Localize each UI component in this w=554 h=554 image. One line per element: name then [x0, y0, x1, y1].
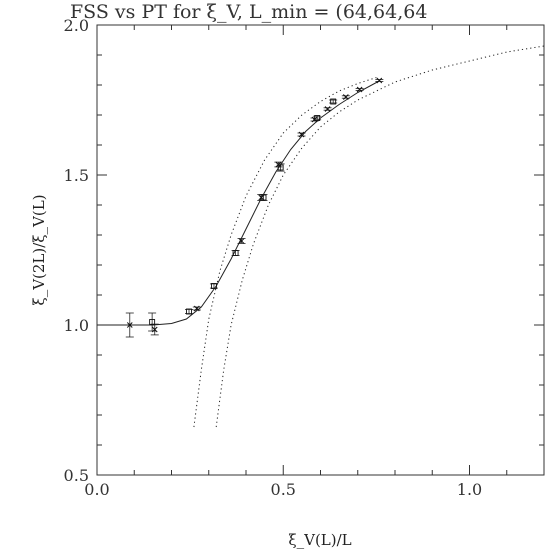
point-square-marker [259, 194, 268, 201]
point-square-marker [185, 308, 194, 315]
x-tick-label: 1.0 [457, 480, 482, 499]
point-square-marker [231, 250, 240, 256]
chart-title: FSS vs PT for ξ_V, L_min = (64,64,64 [70, 1, 427, 23]
point-square-marker [209, 283, 218, 289]
point-x-marker [341, 94, 350, 100]
point-x-marker [237, 238, 246, 244]
point-square-marker [276, 163, 285, 172]
point-x-marker [297, 131, 306, 138]
point-x-marker [125, 312, 134, 338]
curve-solid [97, 80, 381, 326]
x-tick-label: 0.0 [84, 480, 109, 499]
axis-ticks: 0.0 0.5 1.00.51.01.52.0 [64, 16, 545, 499]
point-x-marker [375, 77, 384, 84]
curves [97, 45, 544, 428]
x-tick-label: 0.5 [271, 480, 296, 499]
point-x-marker [323, 106, 332, 112]
curve-dotted [215, 45, 544, 428]
point-square-marker [313, 115, 322, 121]
y-tick-label: 1.0 [64, 316, 89, 335]
point-x-marker [274, 161, 283, 168]
plot-frame [96, 24, 545, 476]
point-x-marker [192, 305, 201, 312]
point-square-marker [329, 98, 338, 105]
y-axis-label: ξ_V(2L)/ξ_V(L) [30, 194, 48, 305]
y-tick-label: 0.5 [64, 466, 89, 485]
data-points [125, 77, 384, 338]
point-x-marker [355, 86, 364, 93]
x-axis-label: ξ_V(L)/L [288, 531, 351, 549]
point-square-marker [148, 312, 157, 332]
y-tick-label: 2.0 [64, 16, 89, 35]
y-tick-label: 1.5 [64, 166, 89, 185]
curve-dotted [193, 77, 377, 428]
